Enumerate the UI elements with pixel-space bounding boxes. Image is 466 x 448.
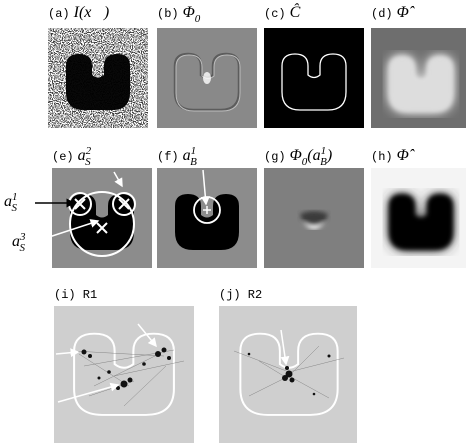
panel-tag: (e) <box>52 150 74 164</box>
caption-part: Ĉ <box>290 2 301 21</box>
panel-label: (a)I(x⃗) <box>48 4 109 21</box>
caption-part: Φ̂ <box>397 4 415 21</box>
panel-label: (j) R2 <box>219 288 262 302</box>
panel-image <box>219 306 357 443</box>
figure: (a)I(x⃗)(b)Φ0(c)Ĉ(d)Φ̂(e)a2S(f)a1B(g)Φ0(… <box>0 0 466 448</box>
caption-part: S <box>20 242 26 254</box>
panel-image <box>371 168 466 268</box>
caption-part: B <box>190 156 197 168</box>
caption-part: (a <box>307 147 320 164</box>
panel-label: (c) Ĉ <box>264 2 301 21</box>
panel-label: (i) R1 <box>54 288 97 302</box>
panel-label: (h) Φ̂ <box>371 147 415 164</box>
panel-label: (d) Φ̂ <box>371 4 415 21</box>
panel-tag: (g) <box>264 150 286 164</box>
panel-tag: (a) <box>48 7 70 21</box>
caption-part: 0 <box>195 13 201 25</box>
panel-image <box>157 168 257 268</box>
panel-tag: (h) <box>371 150 393 164</box>
panel-tag: (i) R1 <box>54 288 97 302</box>
caption-part: S <box>12 202 18 214</box>
panel-tag: (j) R2 <box>219 288 262 302</box>
caption-part: Φ̂ <box>397 147 415 164</box>
panel-tag: (f) <box>157 150 179 164</box>
caption-part: Φ <box>290 147 302 164</box>
caption-part: S <box>85 156 91 168</box>
panel-caption: Φ̂ <box>397 147 415 164</box>
panel-image <box>264 168 364 268</box>
panel-image <box>371 28 466 128</box>
panel-tag: (b) <box>157 7 179 21</box>
panel-image <box>52 168 152 268</box>
panel-image <box>157 28 257 128</box>
panel-tag: (d) <box>371 7 393 21</box>
panel-tag: (c) <box>264 7 286 21</box>
caption-part: I(x⃗) <box>73 4 110 21</box>
panel-image <box>264 28 364 128</box>
panel-caption: I(x⃗) <box>73 4 110 21</box>
panel-image <box>48 28 148 128</box>
panel-caption: Φ0 <box>183 4 201 25</box>
panel-caption: Ĉ <box>290 2 301 21</box>
panel-caption: Φ̂ <box>397 4 415 21</box>
panel-image <box>54 306 194 443</box>
panel-label: (b) Φ0 <box>157 4 201 25</box>
caption-part: Φ <box>183 4 195 21</box>
caption-part: ) <box>326 147 332 164</box>
